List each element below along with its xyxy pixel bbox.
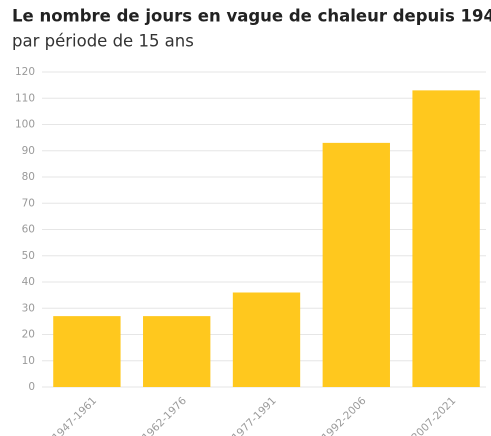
chart-subtitle: par période de 15 ans [12, 32, 194, 51]
y-tick-label: 60 [22, 224, 35, 236]
bar [53, 316, 121, 387]
y-tick-label: 0 [28, 381, 35, 393]
bar [143, 316, 211, 387]
y-tick-label: 80 [22, 171, 35, 183]
y-tick-label: 20 [22, 329, 35, 341]
x-tick-label: 1962-1976 [140, 395, 189, 436]
x-tick-label: 2007-2021 [409, 395, 458, 436]
y-tick-label: 90 [22, 145, 35, 157]
x-tick-label: 1947-1961 [50, 395, 99, 436]
y-tick-label: 110 [15, 92, 35, 104]
bar [412, 90, 480, 387]
y-tick-label: 70 [22, 197, 35, 209]
y-tick-label: 50 [22, 250, 35, 262]
x-tick-label: 1977-1991 [230, 395, 279, 436]
chart-title: Le nombre de jours en vague de chaleur d… [12, 7, 491, 26]
x-tick-label: 1992-2006 [320, 395, 369, 436]
y-tick-label: 120 [15, 66, 35, 78]
y-tick-label: 10 [22, 355, 35, 367]
bar [322, 142, 390, 387]
y-tick-label: 40 [22, 276, 35, 288]
y-tick-label: 100 [15, 119, 35, 131]
bar [232, 292, 301, 387]
y-tick-label: 30 [22, 302, 35, 314]
